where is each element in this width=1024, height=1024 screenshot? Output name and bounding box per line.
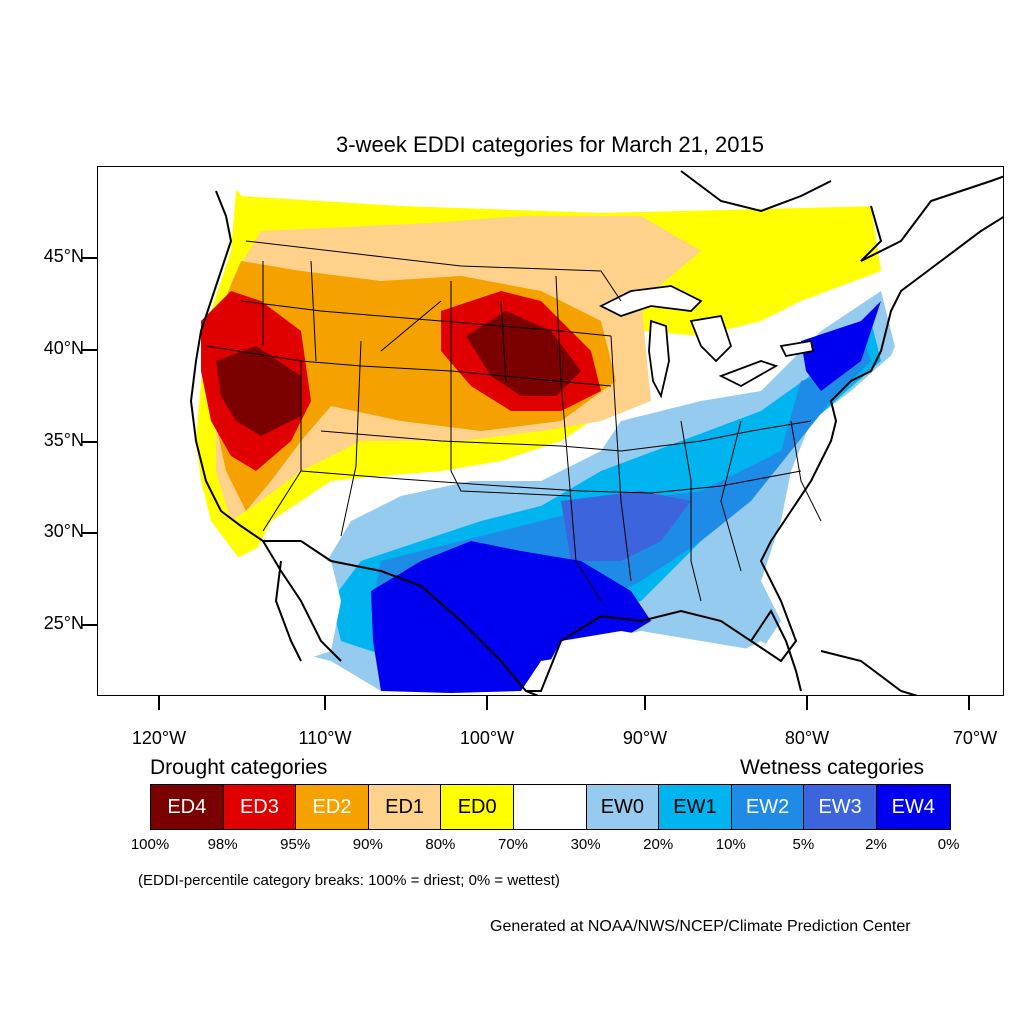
mexico-mask: [231, 541, 341, 661]
north-mask: [226, 167, 881, 213]
legend-swatch-ed1: ED1: [368, 785, 442, 829]
legend-note: (EDDI-percentile category breaks: 100% =…: [138, 872, 560, 889]
legend-break-label: 90%: [352, 836, 383, 853]
legend-break-label: 5%: [792, 836, 815, 853]
lon-label: 80°W: [784, 728, 830, 748]
canada-coast: [860, 175, 1003, 262]
legend-swatch-ew3: EW3: [804, 785, 877, 829]
lat-tick: [82, 624, 97, 626]
legend-swatch-ew0: EW0: [586, 785, 660, 829]
legend-swatch-ed2: ED2: [296, 785, 369, 829]
us-outline: [189, 190, 1003, 692]
lake-huron: [689, 314, 733, 363]
cuba: [820, 650, 918, 695]
ew4-region: [371, 301, 881, 693]
legend-break-label: 70%: [497, 836, 529, 853]
great-lakes: [598, 285, 815, 399]
lon-label: 120°W: [131, 728, 187, 748]
lat-label: 25°N: [43, 613, 84, 633]
lon-tick: [968, 696, 970, 710]
florida: [750, 609, 802, 692]
wetness-heading: Wetness categories: [740, 756, 925, 779]
ed4-region: [216, 311, 581, 436]
legend-swatch-neutral: [513, 785, 587, 829]
legend-break-label: 80%: [425, 836, 456, 853]
legend-break-label: 20%: [643, 836, 674, 853]
drought-heading: Drought categories: [150, 756, 328, 779]
lat-label: 45°N: [43, 246, 84, 266]
legend-swatch-ew1: EW1: [659, 785, 732, 829]
lake-michigan: [648, 319, 670, 399]
lat-tick: [82, 532, 97, 534]
legend-swatch-ed0: ED0: [441, 785, 514, 829]
lon-label: 90°W: [622, 728, 668, 748]
lat-label: 40°N: [43, 338, 84, 358]
legend-break-label: 98%: [207, 836, 238, 853]
legend-break-label: 100%: [130, 836, 170, 853]
lon-label: 100°W: [459, 728, 515, 748]
legend-swatch-ew4: EW4: [876, 785, 950, 829]
baja-coast: [262, 540, 342, 662]
map-panel: [97, 166, 1004, 696]
map-title: 3-week EDDI categories for March 21, 201…: [336, 132, 764, 157]
lon-tick: [158, 696, 160, 710]
legend-swatch-ew2: EW2: [731, 785, 805, 829]
category-fills: [98, 167, 1003, 695]
coastlines: [189, 170, 1003, 695]
legend-swatch-ed4: ED4: [151, 785, 224, 829]
lat-label: 30°N: [43, 521, 84, 541]
lake-erie: [718, 360, 779, 388]
legend-break-label: 95%: [280, 836, 311, 853]
legend-swatch-ed3: ED3: [223, 785, 297, 829]
state-lines: [205, 240, 822, 602]
legend-break-label: 0%: [937, 836, 960, 853]
lat-tick: [82, 441, 97, 443]
pacific-mask: [98, 167, 301, 695]
legend-break-label: 10%: [715, 836, 746, 853]
atlantic-mask: [781, 232, 1003, 695]
eddi-map: [98, 167, 1003, 695]
lon-tick: [644, 696, 646, 710]
legend-break-label: 2%: [865, 836, 887, 853]
lon-tick: [324, 696, 326, 710]
lon-label: 110°W: [298, 728, 352, 748]
gulf-mask: [532, 631, 801, 695]
hudson-bay-coast: [680, 170, 832, 213]
lake-superior: [598, 285, 703, 317]
lat-tick: [82, 257, 97, 259]
lake-ontario: [779, 339, 815, 358]
legend-color-bar: ED4 ED3 ED2 ED1 ED0 EW0 EW1 EW2 EW3 EW4: [150, 784, 951, 830]
mexico-gulf-coast: [525, 690, 539, 695]
lon-tick: [806, 696, 808, 710]
lon-tick: [486, 696, 488, 710]
lon-label: 70°W: [952, 728, 998, 748]
credit-line: Generated at NOAA/NWS/NCEP/Climate Predi…: [490, 918, 911, 935]
legend-break-label: 30%: [570, 836, 601, 853]
lat-tick: [82, 349, 97, 351]
lat-label: 35°N: [43, 430, 84, 450]
